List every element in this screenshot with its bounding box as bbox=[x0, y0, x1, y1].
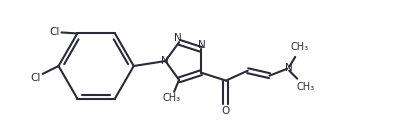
Text: O: O bbox=[222, 106, 230, 116]
Text: Cl: Cl bbox=[49, 27, 60, 37]
Text: CH₃: CH₃ bbox=[290, 42, 308, 52]
Text: N: N bbox=[285, 63, 293, 73]
Text: N: N bbox=[198, 41, 206, 50]
Text: CH₃: CH₃ bbox=[296, 82, 314, 91]
Text: Cl: Cl bbox=[31, 73, 41, 83]
Text: N: N bbox=[174, 33, 182, 43]
Text: N: N bbox=[160, 56, 168, 66]
Text: CH₃: CH₃ bbox=[162, 93, 180, 103]
